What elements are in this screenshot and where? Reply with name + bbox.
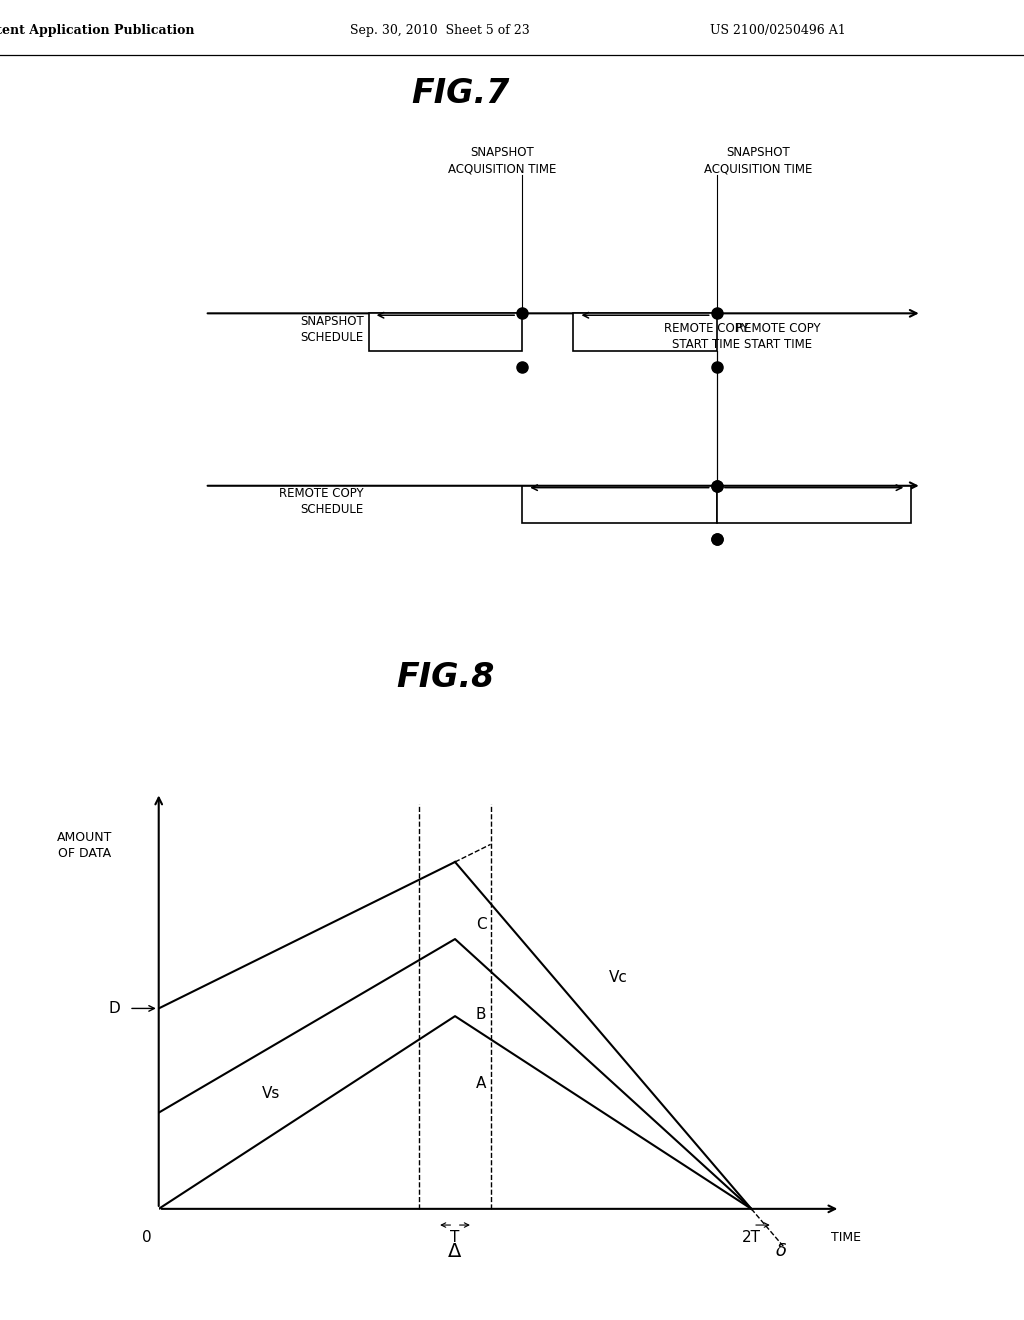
Bar: [573, 313, 717, 351]
Bar: [522, 486, 717, 523]
Text: US 2100/0250496 A1: US 2100/0250496 A1: [711, 24, 846, 37]
Text: Vs: Vs: [262, 1086, 281, 1101]
Text: REMOTE COPY
START TIME: REMOTE COPY START TIME: [736, 322, 820, 351]
Text: REMOTE COPY
SCHEDULE: REMOTE COPY SCHEDULE: [279, 487, 364, 516]
Text: Sep. 30, 2010  Sheet 5 of 23: Sep. 30, 2010 Sheet 5 of 23: [350, 24, 530, 37]
Text: AMOUNT
OF DATA: AMOUNT OF DATA: [57, 830, 113, 859]
Bar: [717, 486, 911, 523]
Text: SNAPSHOT
SCHEDULE: SNAPSHOT SCHEDULE: [300, 314, 364, 343]
Text: SNAPSHOT
ACQUISITION TIME: SNAPSHOT ACQUISITION TIME: [703, 147, 812, 176]
Bar: [369, 313, 522, 351]
Text: SNAPSHOT
ACQUISITION TIME: SNAPSHOT ACQUISITION TIME: [447, 147, 556, 176]
Text: Vc: Vc: [608, 970, 628, 985]
Text: T: T: [451, 1230, 460, 1245]
Text: B: B: [476, 1007, 486, 1022]
Text: A: A: [476, 1076, 486, 1092]
Text: 0: 0: [142, 1230, 152, 1245]
Text: D: D: [109, 1001, 120, 1016]
Text: δ: δ: [775, 1242, 786, 1259]
Text: FIG.7: FIG.7: [412, 78, 510, 111]
Text: REMOTE COPY
START TIME: REMOTE COPY START TIME: [665, 322, 749, 351]
Text: Patent Application Publication: Patent Application Publication: [0, 24, 195, 37]
Text: TIME: TIME: [831, 1232, 861, 1245]
Text: C: C: [476, 917, 486, 932]
Text: Δ: Δ: [449, 1242, 462, 1261]
Text: 2T: 2T: [741, 1230, 761, 1245]
Text: FIG.8: FIG.8: [396, 660, 495, 694]
